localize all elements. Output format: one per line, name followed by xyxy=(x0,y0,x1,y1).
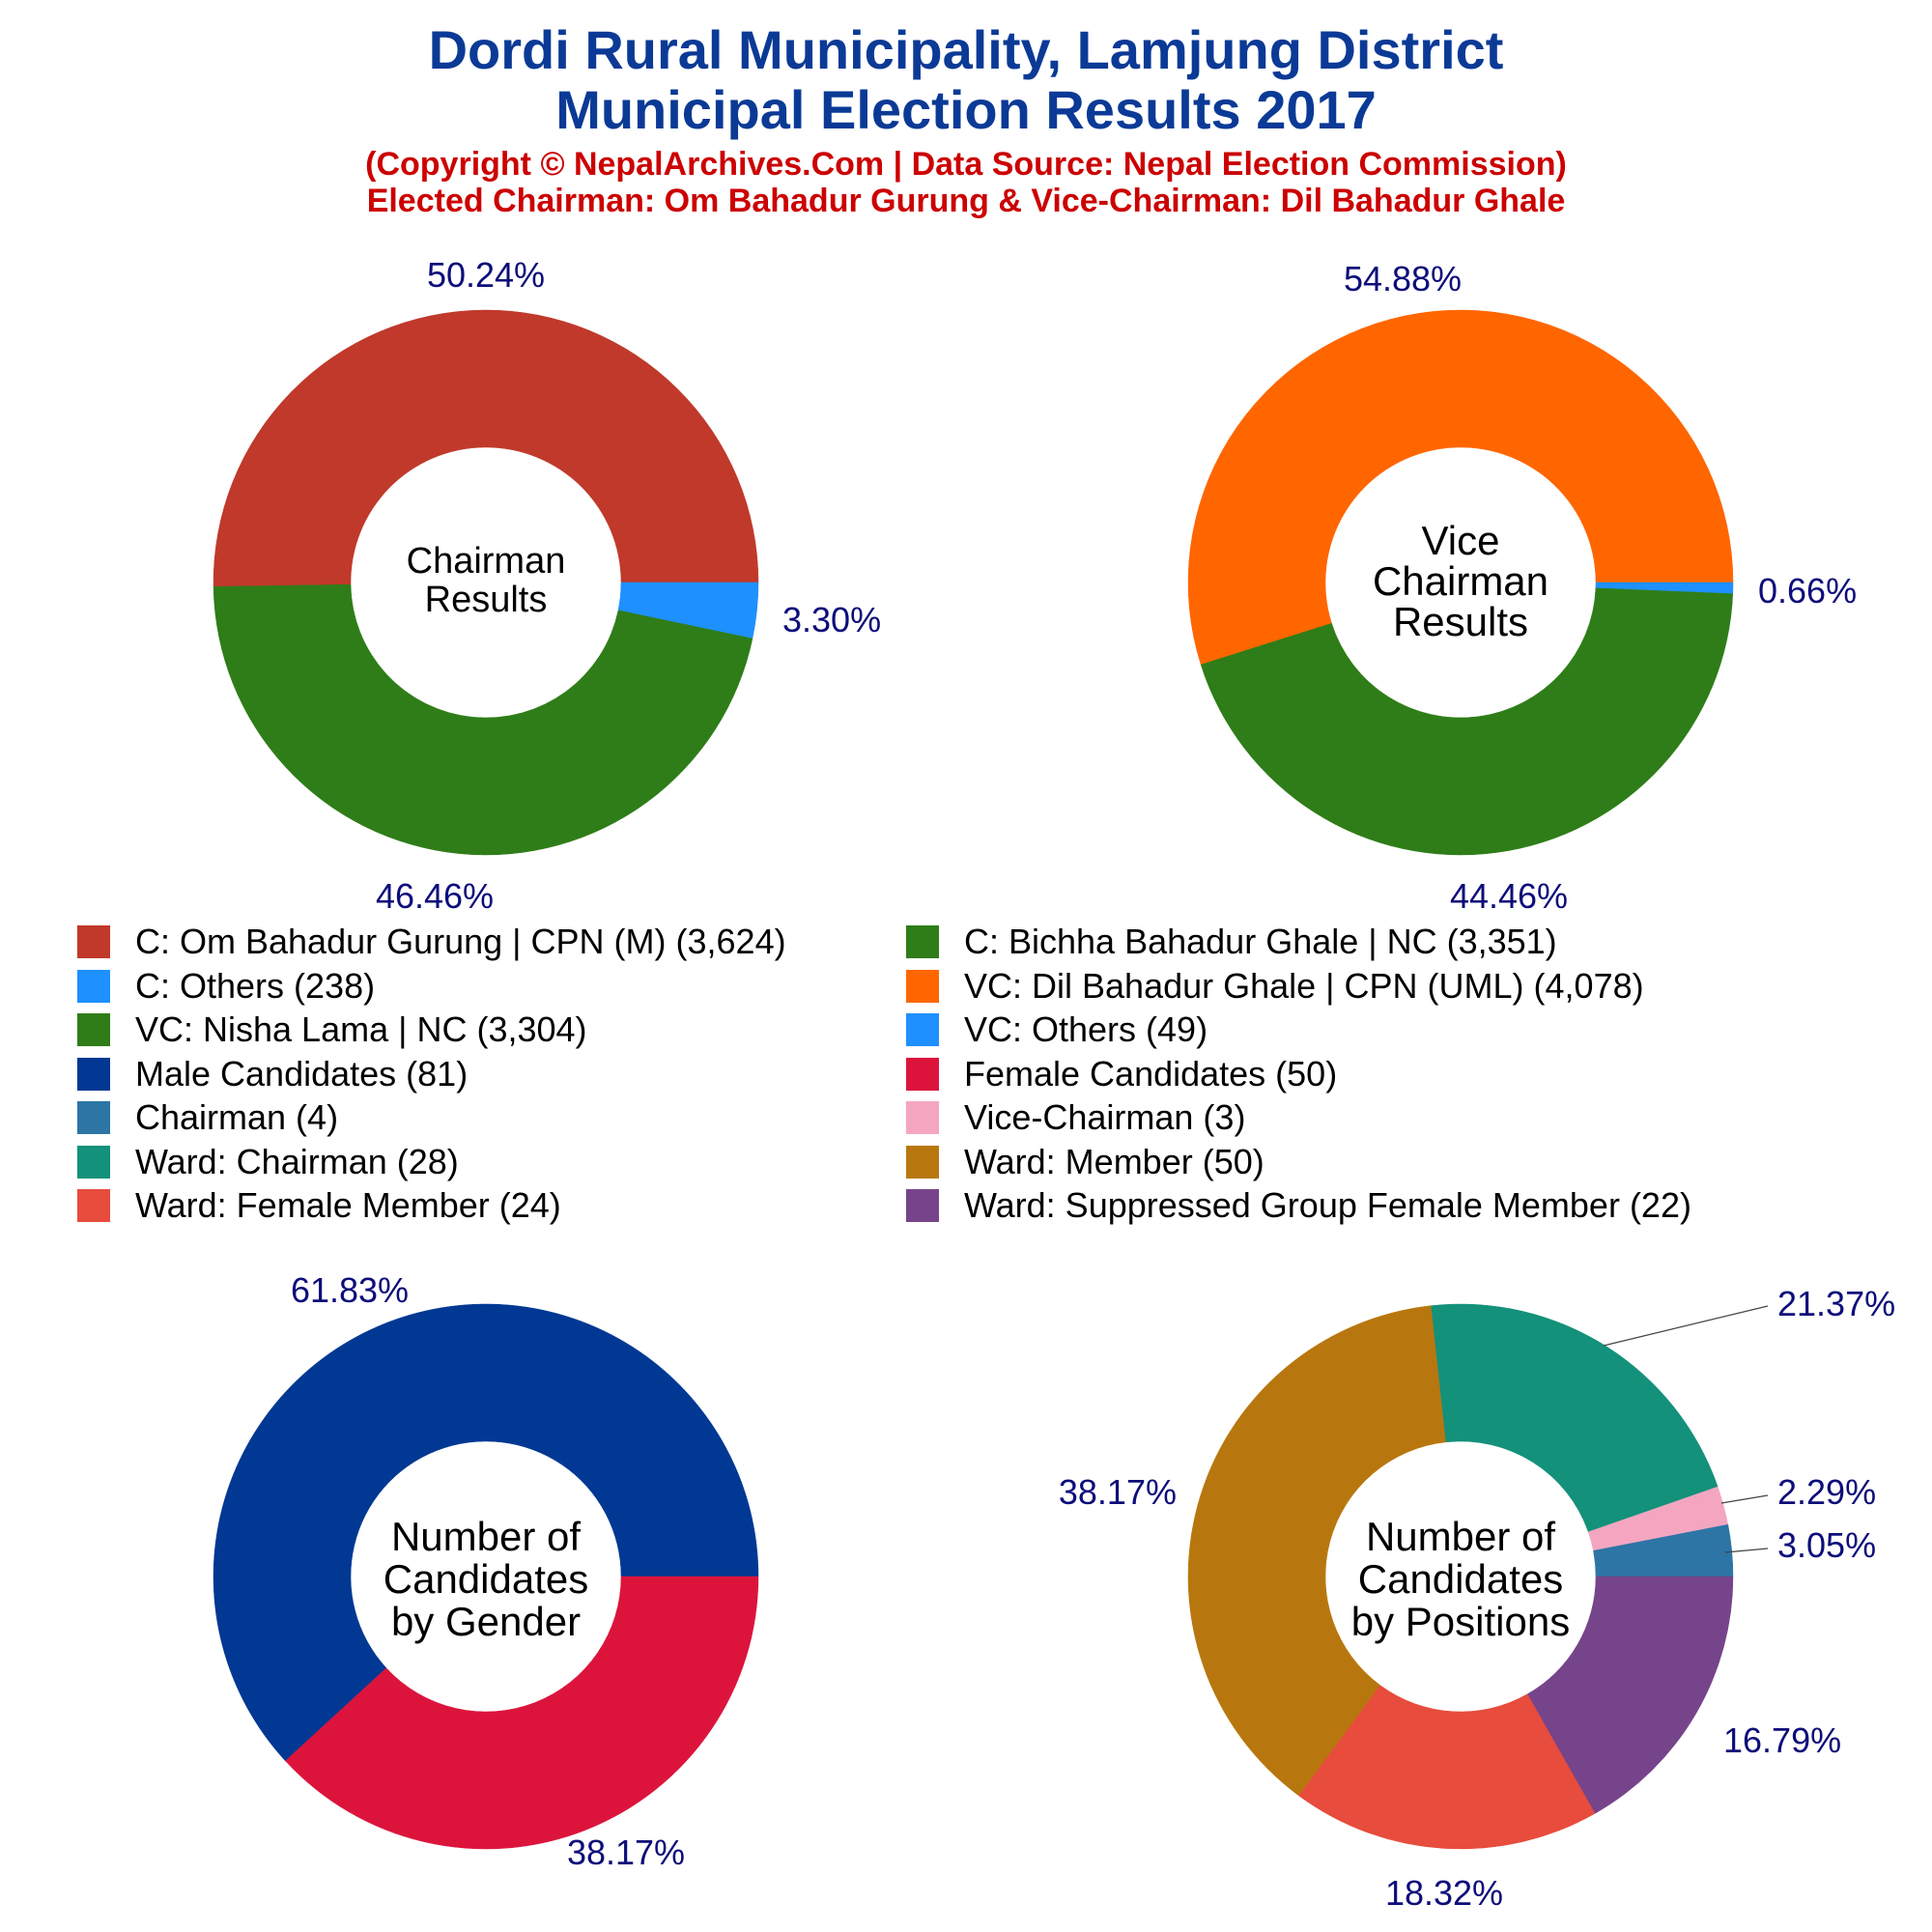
chart-title-line1: Dordi Rural Municipality, Lamjung Distri… xyxy=(428,19,1504,80)
donut-center-label: Vice xyxy=(1422,518,1500,563)
slice-percent-label: 61.83% xyxy=(291,1270,409,1310)
pie-slice xyxy=(213,1303,759,1762)
pie-slice xyxy=(1526,1576,1734,1814)
pie-slice xyxy=(1431,1303,1719,1533)
slice-percent-label: 54.88% xyxy=(1344,259,1462,298)
pie-slice xyxy=(1595,582,1734,594)
slice-percent-label: 46.46% xyxy=(376,876,494,916)
pie-slice xyxy=(1187,309,1734,666)
donut-center-label: by Gender xyxy=(391,1599,581,1644)
slice-percent-label: 2.29% xyxy=(1777,1472,1876,1512)
slice-percent-label: 44.46% xyxy=(1450,876,1568,916)
donut-center-label: Number of xyxy=(391,1514,581,1559)
label-leader-line xyxy=(1720,1494,1769,1504)
pie-slice xyxy=(1200,587,1734,856)
pie-slice xyxy=(1587,1486,1729,1551)
pie-slice xyxy=(1187,1305,1447,1797)
donut-center-label: Results xyxy=(1393,599,1528,644)
slice-percent-label: 3.30% xyxy=(782,600,881,639)
donut-center-label: Number of xyxy=(1366,1514,1555,1559)
donut-chart-4: 38.17% 21.37% 2.29% 3.05% 16.79% 18.32% Number… xyxy=(1059,1284,1895,1913)
slice-percent-label: 0.66% xyxy=(1758,571,1857,611)
donut-center-label: Chairman xyxy=(1373,558,1548,604)
donut-center-label: Candidates xyxy=(1358,1556,1563,1602)
slice-percent-label: 38.17% xyxy=(1059,1472,1177,1512)
donut-center-label: Chairman xyxy=(407,541,566,582)
label-leader-line xyxy=(1603,1305,1769,1347)
slice-percent-label: 18.32% xyxy=(1385,1873,1503,1913)
chart-title-line2: Municipal Election Results 2017 xyxy=(555,79,1377,140)
donut-center-label: Candidates xyxy=(384,1556,588,1602)
pie-slice xyxy=(1593,1523,1734,1577)
label-leader-line xyxy=(1724,1548,1769,1553)
slice-percent-label: 21.37% xyxy=(1777,1284,1895,1323)
slice-percent-label: 50.24% xyxy=(427,255,545,295)
slice-percent-label: 38.17% xyxy=(567,1833,685,1872)
donut-center-label: Results xyxy=(425,580,548,620)
chart-subtitle-line2: Elected Chairman: Om Bahadur Gurung & Vi… xyxy=(366,183,1566,219)
chart-subtitle-line1: (Copyright © NepalArchives.Com | Data So… xyxy=(365,146,1567,183)
pie-slice xyxy=(1298,1685,1596,1850)
slice-percent-label: 3.05% xyxy=(1777,1525,1876,1565)
pie-slice xyxy=(617,582,759,639)
pie-slice xyxy=(285,1576,759,1850)
pie-slice xyxy=(213,583,753,856)
donut-center-label: by Positions xyxy=(1351,1599,1570,1644)
slice-percent-label: 16.79% xyxy=(1723,1720,1841,1760)
pie-slice xyxy=(213,309,759,587)
